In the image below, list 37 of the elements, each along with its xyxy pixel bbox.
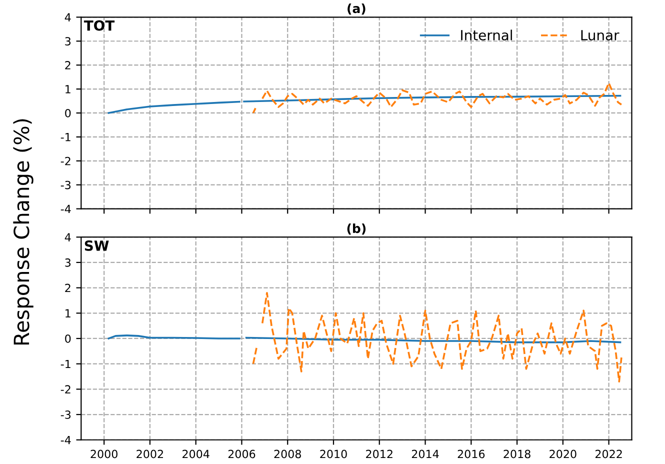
x-tick-label: 2014 [412, 450, 439, 458]
legend-label: Internal [461, 30, 512, 40]
chart-title: (a) [348, 4, 366, 15]
y-tick-label: 0 [65, 334, 71, 343]
x-tick-label: 2004 [182, 450, 210, 458]
x-tick-label: 2022 [595, 450, 622, 458]
y-tick-label: 2 [65, 284, 70, 292]
y-tick-label: 4 [64, 233, 71, 242]
legend-label: Lunar [581, 30, 620, 40]
y-tick-label: -4 [60, 436, 71, 444]
y-tick-label: 1 [66, 309, 70, 318]
y-tick-label: -3 [60, 180, 71, 190]
y-axis-title: Response Change (%) [13, 119, 34, 345]
x-tick-label: 2006 [228, 450, 256, 458]
x-tick-label: 2018 [504, 450, 530, 458]
y-tick-label: -2 [60, 156, 70, 166]
y-tick-label: 3 [65, 37, 71, 46]
y-tick-label: -1 [60, 133, 70, 142]
y-tick-label: 0 [65, 108, 71, 118]
x-tick-label: 2020 [550, 450, 576, 458]
x-tick-label: 2008 [274, 450, 301, 458]
y-tick-label: 2 [65, 61, 70, 70]
annotation: SW [84, 240, 109, 251]
x-tick-label: 2002 [136, 450, 163, 458]
x-tick-label: 2012 [366, 450, 392, 458]
x-tick-label: 2000 [90, 450, 118, 458]
x-tick-label: 2010 [320, 450, 347, 458]
y-tick-label: -1 [60, 360, 70, 368]
y-tick-label: -2 [60, 385, 70, 394]
y-tick-label: -3 [60, 410, 71, 419]
y-tick-label: 3 [65, 258, 71, 267]
y-tick-label: -4 [60, 204, 71, 214]
chart-title: (b) [347, 223, 366, 235]
annotation: TOT [84, 20, 115, 31]
y-tick-label: 1 [66, 85, 70, 94]
y-tick-label: 4 [64, 13, 71, 22]
x-tick-label: 2016 [458, 450, 485, 458]
